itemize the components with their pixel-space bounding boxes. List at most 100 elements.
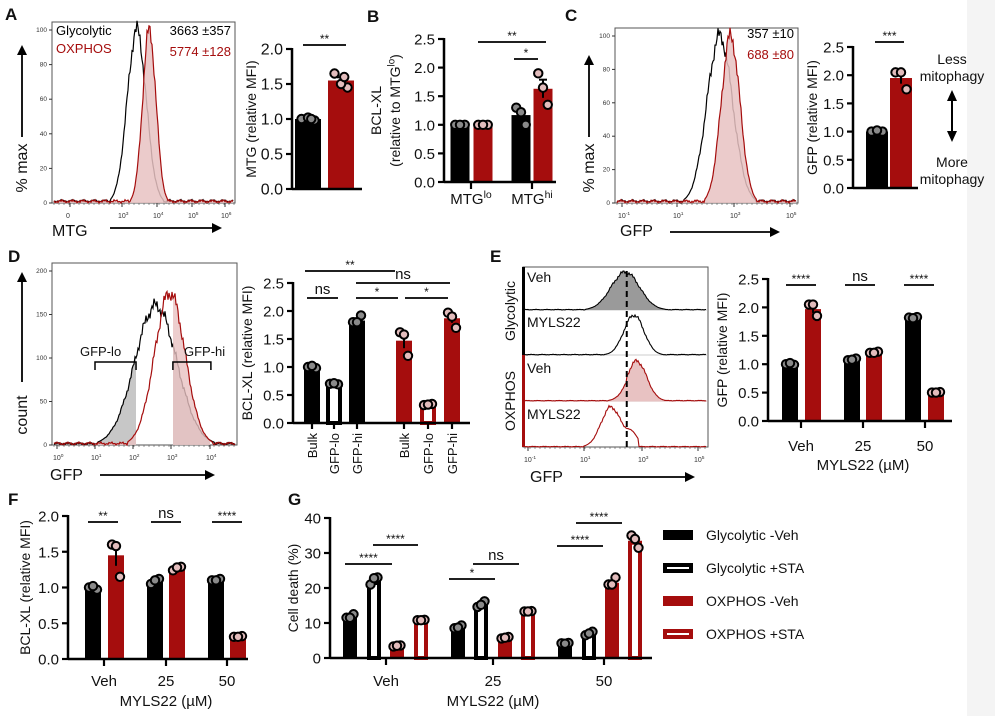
- x-tick-label: 101: [91, 453, 102, 462]
- y-tick-label: 0.5: [414, 146, 435, 163]
- bar-glycolytic: [208, 580, 224, 659]
- significance-label: ns: [488, 547, 504, 564]
- y-tick-label: 1.0: [738, 357, 759, 374]
- mfi-value-glycolytic: 357 ±10: [747, 26, 794, 41]
- y-tick-label: 2.5: [414, 32, 435, 49]
- data-point: [232, 631, 244, 643]
- x-axis-label: MYLS22 (µM): [120, 693, 213, 710]
- data-point: [559, 638, 571, 649]
- y-tick-label: 2.0: [263, 304, 284, 321]
- y-tick-label: 0.5: [261, 147, 283, 164]
- data-point: [329, 68, 340, 79]
- x-tick-label: 105: [188, 211, 199, 220]
- significance-label: **: [320, 32, 330, 46]
- row-label: MYLS22: [527, 406, 581, 422]
- x-tick-label: 106: [221, 211, 232, 220]
- bar-oxphos-veh: [605, 582, 619, 658]
- x-tick-label: Veh: [788, 438, 814, 455]
- y-tick-label: 1.5: [414, 89, 435, 106]
- data-point: [846, 354, 858, 365]
- data-point: [339, 71, 350, 83]
- bar-glycolytic-sta-open: [367, 581, 381, 660]
- data-point: [784, 357, 796, 369]
- page-edge-strip: [967, 0, 995, 716]
- significance-label: *: [524, 46, 529, 60]
- label-superscript: 1: [681, 211, 684, 217]
- x-tick-label: GFP-lo: [421, 433, 436, 474]
- y-tick-label: 200: [36, 268, 47, 275]
- bar-oxphos: [328, 80, 354, 189]
- bar-oxphos: [866, 352, 882, 421]
- data-point: [446, 311, 458, 322]
- y-tick-label: 10: [304, 616, 321, 633]
- gate-bracket-gfp-hi: [172, 361, 212, 370]
- bar-glycolytic: [905, 317, 921, 421]
- y-tick-label: 20: [603, 167, 611, 174]
- annotation-more-mitophagy: mitophagy: [920, 171, 985, 187]
- x-tick-label: 10-1: [524, 455, 536, 464]
- data-point: [344, 612, 356, 623]
- data-point: [306, 113, 317, 125]
- x-tick-label: Veh: [373, 673, 399, 690]
- panel-label-g: G: [288, 490, 301, 509]
- bar-oxphos: [444, 318, 460, 423]
- y-tick-label: 60: [40, 96, 48, 103]
- label-superscript: 3: [738, 211, 741, 217]
- data-point: [515, 107, 527, 118]
- x-axis-label: MYLS22 (µM): [817, 457, 910, 474]
- bar-glycolytic: [450, 124, 470, 182]
- legend-swatch: [663, 530, 693, 540]
- panel-label-d: D: [8, 247, 20, 266]
- legend-swatch: [663, 596, 693, 606]
- x-tick-label: 104: [153, 211, 164, 220]
- histogram-curve-oxphos-veh: [524, 358, 707, 402]
- y-tick-label: 40: [603, 133, 611, 140]
- x-tick-label: Bulk: [305, 433, 320, 459]
- y-tick-label: 1.0: [263, 360, 284, 377]
- x-axis-label: GFP: [620, 223, 653, 240]
- x-tick-label: 102: [129, 453, 140, 462]
- data-point: [328, 378, 340, 389]
- significance-label: **: [507, 29, 517, 43]
- y-tick-label: 0: [313, 651, 321, 668]
- label-tail: ): [387, 54, 403, 59]
- label-base: MTG: [511, 191, 544, 208]
- y-tick-label: 0.5: [738, 385, 759, 402]
- y-tick-label: 0: [43, 442, 47, 449]
- y-tick-label: 2.0: [261, 42, 283, 59]
- bar-oxphos: [473, 124, 493, 182]
- label-superscript: 3: [126, 211, 129, 217]
- y-tick-label: 0.0: [263, 416, 284, 433]
- data-point: [368, 573, 380, 584]
- bar-glycolytic: [511, 115, 531, 182]
- x-tick-label: 104: [206, 453, 217, 462]
- bar-glycolytic: [147, 581, 163, 659]
- label-superscript: -1: [626, 211, 631, 217]
- label-superscript: 5: [702, 455, 705, 461]
- bar-glycolytic-sta-open: [474, 604, 488, 661]
- y-tick-label: 60: [603, 100, 611, 107]
- gate-shading: [95, 432, 136, 445]
- x-tick-label: GFP-hi: [350, 433, 365, 474]
- bar-glycolytic-veh: [451, 627, 465, 658]
- y-tick-label: 150: [36, 312, 47, 319]
- y-tick-label: 0.0: [738, 414, 759, 431]
- y-axis-arrow-head: [17, 45, 27, 55]
- bar-glycolytic: [866, 131, 888, 188]
- x-axis-arrow-head: [770, 227, 780, 237]
- data-point: [537, 82, 549, 93]
- data-point: [520, 119, 531, 131]
- y-axis-label: BCL-XL (relative MFI): [17, 520, 33, 655]
- bar-oxphos-sta-open: [628, 540, 642, 660]
- y-tick-label: 30: [304, 546, 321, 563]
- label-base: 10: [618, 213, 626, 220]
- x-tick-label: GFP-lo: [327, 433, 342, 474]
- bar-glycolytic: [782, 364, 798, 421]
- data-point: [114, 571, 126, 582]
- legend-oxphos: OXPHOS: [56, 41, 112, 56]
- legend-glycolytic: Glycolytic: [56, 23, 112, 38]
- y-tick-label: 0: [606, 200, 610, 207]
- data-point: [871, 125, 883, 136]
- bar-glycolytic: [304, 367, 320, 423]
